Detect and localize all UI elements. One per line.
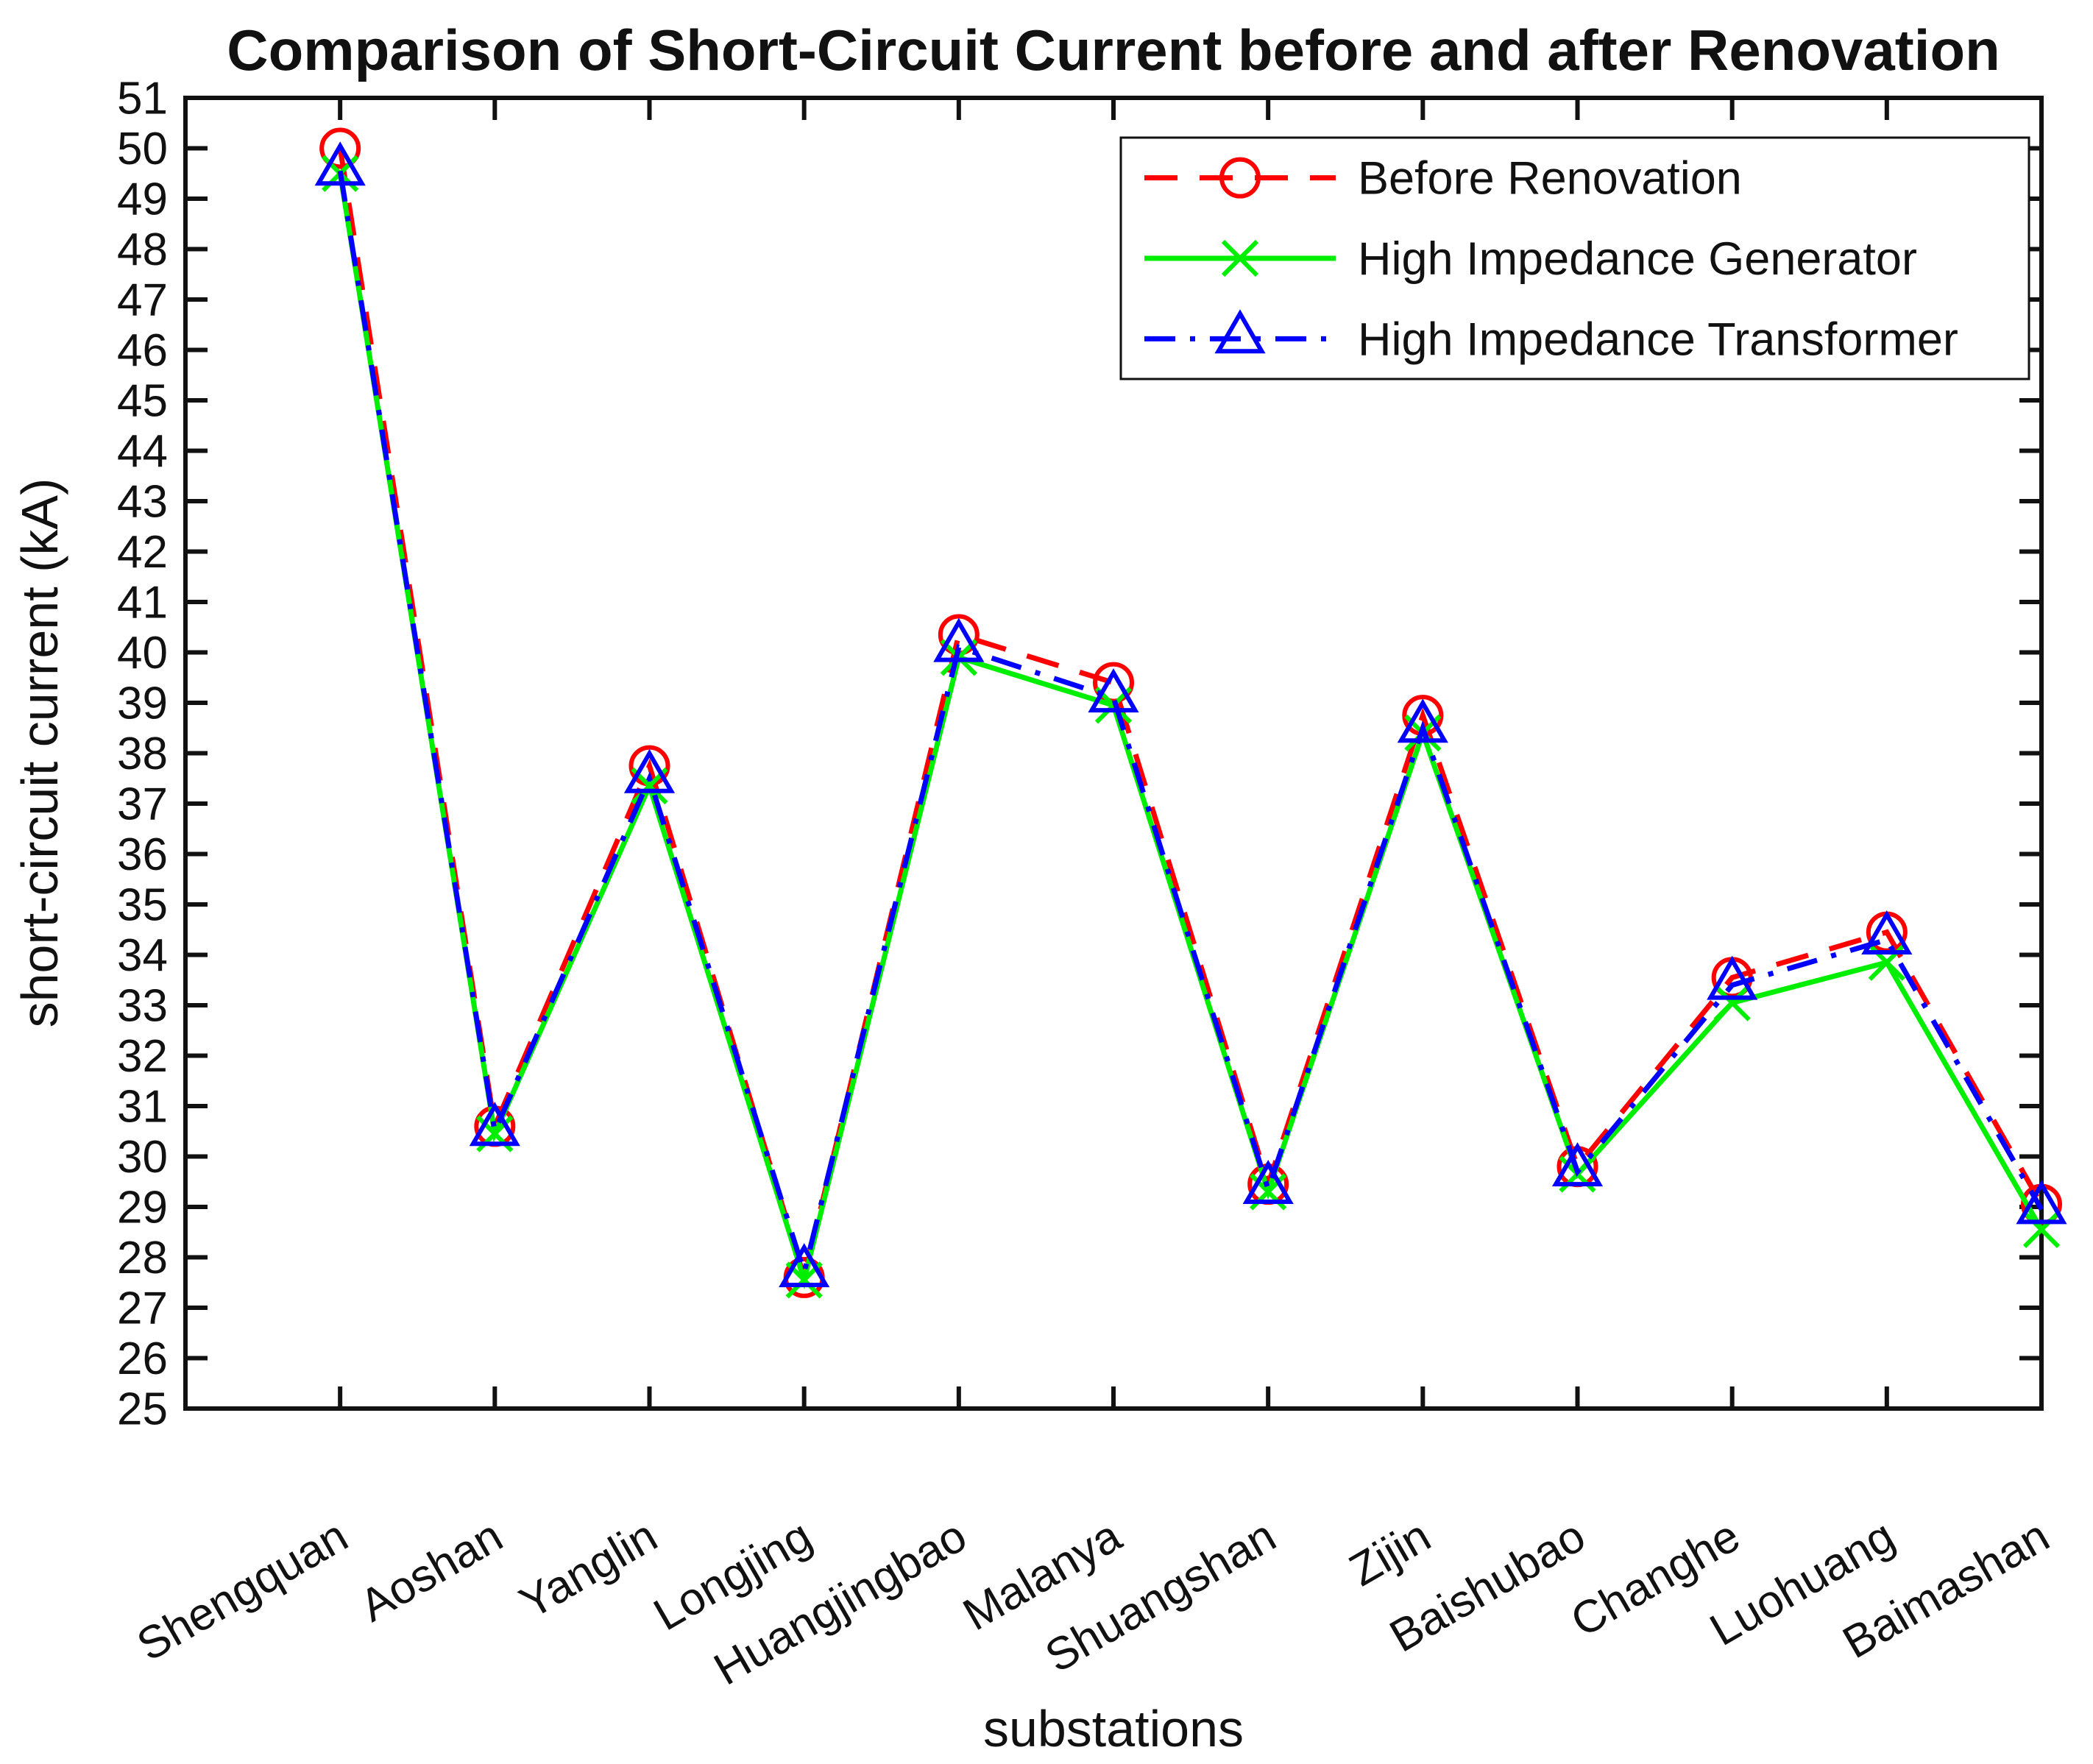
y-tick-label: 51 — [117, 74, 168, 124]
y-tick-label: 47 — [117, 275, 168, 326]
x-tick-label: Zijin — [1341, 1510, 1439, 1596]
y-tick-label: 46 — [117, 325, 168, 376]
triangle-marker — [2016, 1180, 2067, 1225]
y-tick-label: 42 — [117, 527, 168, 578]
triangle-marker — [469, 1102, 520, 1147]
y-tick-label: 33 — [117, 981, 168, 1032]
y-tick-label: 26 — [117, 1333, 168, 1384]
x-marker — [1221, 239, 1259, 277]
triangle-marker — [1214, 309, 1266, 354]
y-axis-label: short-circuit current (kA) — [11, 478, 68, 1028]
circle-marker — [319, 127, 361, 169]
series-line — [337, 173, 2044, 1290]
triangle-marker — [1707, 955, 1758, 1000]
y-tick-label: 29 — [117, 1183, 168, 1233]
x-tick-label: Shengquan — [129, 1510, 356, 1671]
y-tick-label: 43 — [117, 477, 168, 528]
series-2 — [314, 141, 2067, 1288]
y-tick-label: 27 — [117, 1283, 168, 1334]
triangle-marker — [1397, 698, 1448, 743]
y-tick-label: 41 — [117, 578, 168, 628]
y-tick-label: 35 — [117, 880, 168, 931]
y-tick-label: 38 — [117, 729, 168, 779]
y-tick-label: 25 — [117, 1384, 168, 1435]
triangle-marker — [623, 748, 676, 793]
y-tick-label: 30 — [117, 1132, 168, 1183]
y-tick-label: 36 — [117, 829, 168, 880]
x-marker — [2022, 1211, 2061, 1248]
y-tick-label: 34 — [117, 930, 168, 981]
y-tick-label: 37 — [117, 779, 168, 830]
series-line — [337, 147, 2044, 1288]
y-tick-label: 48 — [117, 224, 168, 275]
triangle-marker — [1242, 1159, 1294, 1204]
x-tick-label: Aoshan — [352, 1510, 511, 1632]
y-tick-label: 39 — [117, 679, 168, 729]
legend-item-2: High Impedance Transformer — [1144, 309, 1958, 365]
plot-area: 2526272829303132333435363738394041424344… — [117, 74, 2067, 1695]
triangle-marker — [1861, 910, 1913, 954]
y-tick-label: 32 — [117, 1031, 168, 1082]
triangle-marker — [1551, 1142, 1604, 1187]
y-tick-label: 31 — [117, 1082, 168, 1133]
triangle-marker — [314, 141, 366, 186]
circle-marker — [1219, 157, 1261, 199]
chart-title: Comparison of Short-Circuit Current befo… — [227, 18, 2000, 82]
y-tick-label: 44 — [117, 426, 168, 477]
legend-label: High Impedance Generator — [1358, 233, 1917, 285]
legend-item-1: High Impedance Generator — [1144, 233, 1917, 285]
y-tick-label: 28 — [117, 1233, 168, 1283]
legend-item-0: Before Renovation — [1144, 153, 1742, 205]
y-tick-label: 50 — [117, 124, 168, 174]
x-marker — [1713, 984, 1751, 1021]
triangle-marker — [779, 1243, 830, 1288]
legend: Before Renovation High Impedance Generato… — [1119, 136, 2030, 380]
y-tick-label: 49 — [117, 174, 168, 225]
x-tick-label: Yanglin — [511, 1510, 666, 1629]
x-axis-label: substations — [983, 1700, 1244, 1757]
y-tick-label: 40 — [117, 628, 168, 679]
y-tick-label: 45 — [117, 376, 168, 427]
legend-label: Before Renovation — [1358, 153, 1742, 205]
triangle-marker — [1088, 668, 1139, 713]
triangle-marker — [933, 617, 985, 662]
series-line — [337, 170, 2044, 1283]
legend-label: High Impedance Transformer — [1358, 314, 1958, 365]
